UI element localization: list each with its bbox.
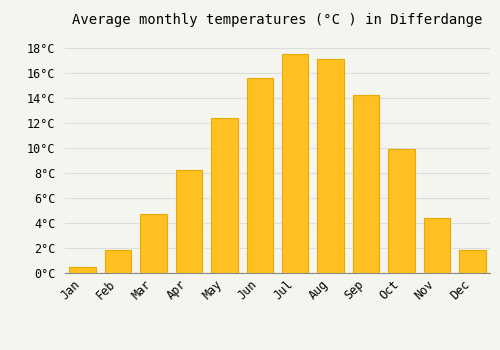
Bar xyxy=(459,251,485,273)
Bar xyxy=(140,214,167,273)
Bar xyxy=(105,251,132,273)
Bar xyxy=(318,59,344,273)
Bar xyxy=(388,149,414,273)
Bar xyxy=(70,267,96,273)
Bar xyxy=(211,118,238,273)
Bar xyxy=(353,95,380,273)
Bar xyxy=(246,78,273,273)
Bar xyxy=(424,218,450,273)
Bar xyxy=(282,54,308,273)
Bar xyxy=(176,170,202,273)
Title: Average monthly temperatures (°C ) in Differdange: Average monthly temperatures (°C ) in Di… xyxy=(72,13,482,27)
